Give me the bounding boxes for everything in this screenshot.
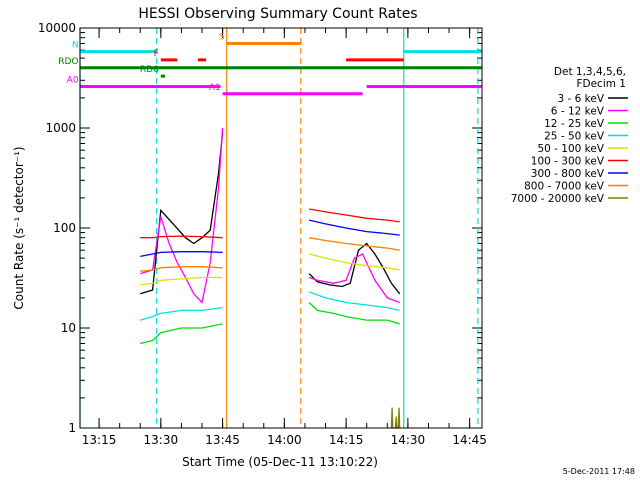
legend-label-3-6-kev: 3 - 6 keV	[557, 93, 604, 105]
y-tick-label: 10	[61, 321, 76, 335]
flag-label-f: F	[154, 49, 159, 59]
legend-label-25-50-kev: 25 - 50 keV	[544, 131, 605, 143]
x-tick-label: 14:45	[452, 433, 487, 447]
series-800-7000-kev	[140, 266, 223, 272]
flag-label-rd6: RD6	[140, 65, 159, 75]
series-3-6-kev	[140, 132, 224, 295]
y-tick-label: 100	[53, 221, 76, 235]
y-tick-label: 10000	[38, 21, 76, 35]
legend-label-50-100-kev: 50 - 100 keV	[537, 143, 604, 155]
flag-label-a0: A0	[67, 76, 79, 86]
series-25-50-kev	[140, 306, 223, 321]
series-50-100-kev	[308, 253, 400, 271]
x-tick-label: 13:15	[82, 433, 117, 447]
footer-date: 5-Dec-2011 17:48	[563, 467, 635, 476]
legend-header: FDecim 1	[576, 78, 626, 90]
series-100-300-kev	[140, 235, 223, 239]
series-800-7000-kev	[308, 237, 400, 251]
chart-title: HESSI Observing Summary Count Rates	[138, 6, 417, 22]
y-tick-label: 1	[68, 421, 76, 435]
x-tick-label: 13:30	[144, 433, 179, 447]
x-tick-label: 14:00	[267, 433, 302, 447]
legend-header: Det 1,3,4,5,6,	[554, 66, 626, 78]
series-3-6-kev	[308, 242, 401, 295]
series-6-12-kev	[308, 253, 400, 304]
legend-label-6-12-kev: 6 - 12 keV	[551, 106, 605, 118]
x-tick-label: 13:45	[205, 433, 240, 447]
series-300-800-kev	[308, 219, 400, 236]
series-300-800-kev	[140, 251, 223, 258]
flag-label-n: N	[72, 41, 79, 51]
x-tick-label: 14:30	[391, 433, 426, 447]
series-7000-20000-kev	[390, 407, 401, 429]
series-12-25-kev	[140, 323, 223, 345]
legend-label-12-25-kev: 12 - 25 keV	[544, 118, 605, 130]
y-axis-label: Count Rate (s⁻¹ detector⁻¹)	[12, 146, 26, 309]
x-axis-label: Start Time (05-Dec-11 13:10:22)	[182, 455, 378, 469]
series-12-25-kev	[308, 302, 400, 325]
series-6-12-kev	[140, 127, 224, 304]
series-100-300-kev	[308, 208, 400, 223]
flag-label-rdo: RDO	[58, 57, 78, 67]
legend-label-300-800-kev: 300 - 800 keV	[531, 168, 605, 180]
legend-label-100-300-kev: 100 - 300 keV	[531, 156, 605, 168]
series-50-100-kev	[140, 276, 223, 286]
legend-label-7000-20000-kev: 7000 - 20000 keV	[511, 193, 605, 205]
series-25-50-kev	[308, 291, 400, 312]
plot-frame	[79, 27, 483, 429]
y-tick-label: 1000	[45, 121, 76, 135]
x-tick-label: 14:15	[329, 433, 364, 447]
legend-label-800-7000-kev: 800 - 7000 keV	[524, 181, 605, 193]
flag-label-s: S	[219, 32, 225, 42]
